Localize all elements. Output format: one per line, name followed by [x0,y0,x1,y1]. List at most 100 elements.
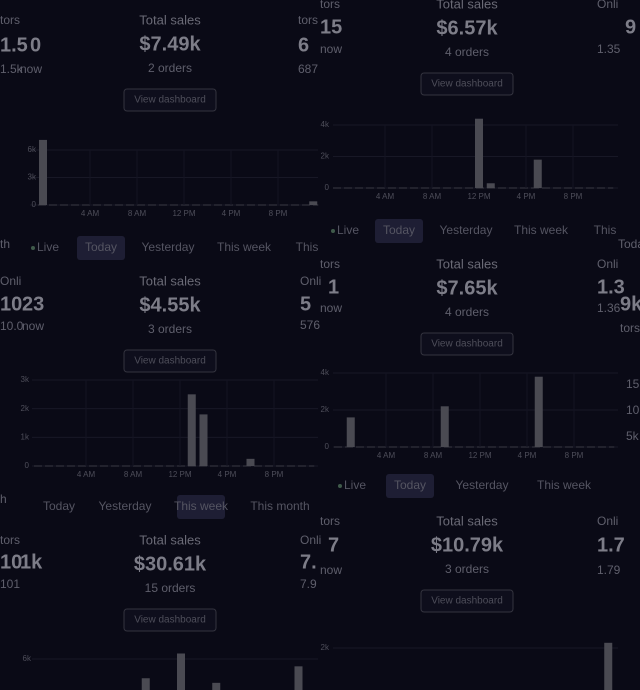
x-tick-label: 4 AM [81,209,100,218]
dashboard-button-label[interactable]: View dashboard [431,339,503,350]
tab[interactable]: Live [344,478,366,492]
side-fragment: 1.36 [597,301,621,315]
y-tick-label: 2k [321,643,330,652]
panel-title: Total sales [436,513,498,528]
side-fragment: 10 [0,551,22,573]
x-tick-label: 8 AM [128,209,147,218]
bar [534,376,543,447]
y-tick-label: 1k [21,432,30,441]
active-tab[interactable] [177,495,225,519]
x-tick-label: 8 PM [564,192,583,201]
side-fragment: tors [0,533,20,547]
y-tick-label: 2k [321,152,330,161]
tab[interactable]: This week [537,478,592,492]
x-tick-label: 8 PM [565,451,584,460]
side-fragment: 1 [328,276,339,298]
tab[interactable]: Yesterday [99,499,152,513]
tab[interactable]: This week [514,223,569,237]
dashboard-button[interactable] [420,72,514,96]
side-fragment: Onli [597,0,618,11]
side-fragment: 1.35 [597,42,621,56]
tab[interactable]: Yesterday [142,240,195,254]
tab[interactable]: Live [37,240,59,254]
sales-value: $7.49k [139,33,201,55]
orders-count: 3 orders [445,562,489,576]
tab[interactable]: Live [337,223,359,237]
x-tick-label: 12 PM [172,209,195,218]
active-tab[interactable] [386,474,434,498]
bar [39,139,47,205]
side-fragment: h [0,492,7,506]
x-tick-label: 8 AM [124,470,143,479]
sales-value: $10.79k [431,534,504,556]
tab[interactable]: Today [394,478,426,492]
orders-count: 15 orders [145,581,196,595]
side-fragment: th [0,237,10,251]
dashboard-button[interactable] [123,88,217,112]
tab[interactable]: This week [174,499,229,513]
tab[interactable]: This [296,240,319,254]
side-fragment: 6 [298,34,309,56]
tab[interactable]: Yesterday [440,223,493,237]
y-tick-label: 6k [28,145,37,154]
tab[interactable]: This week [217,240,272,254]
bar [309,201,318,205]
tab[interactable]: Today [383,223,415,237]
active-tab[interactable] [77,236,125,260]
y-tick-label: 4k [321,120,330,129]
y-tick-label: 0 [325,183,330,192]
y-tick-label: 0 [32,200,37,209]
x-tick-label: 4 PM [218,470,237,479]
side-fragment: tors [620,321,640,335]
tab[interactable]: Yesterday [456,478,509,492]
side-fragment: now [320,301,342,315]
dashboard-button-label[interactable]: View dashboard [431,79,503,90]
side-fragment: 10.0 [0,319,24,333]
bar [533,159,542,188]
side-fragment: 1k [20,551,43,573]
dashboard-button[interactable] [123,608,217,632]
side-fragment: now [320,563,342,577]
bar [177,653,185,690]
live-dot [31,246,35,250]
side-fragment: 7. [300,551,317,573]
tab[interactable]: This [594,223,617,237]
tab[interactable]: This month [250,499,309,513]
dashboard-button-label[interactable]: View dashboard [134,95,206,106]
dashboard-button[interactable] [123,349,217,373]
active-tab[interactable] [375,219,423,243]
side-fragment: tors [0,13,20,27]
dashboard-button-label[interactable]: View dashboard [134,356,206,367]
side-fragment: Onli [597,257,618,271]
x-tick-label: 8 AM [423,192,442,201]
bar [440,406,449,447]
side-fragment: tors [320,0,340,11]
side-fragment: now [320,42,342,56]
y-tick-label: 6k [23,654,32,663]
tab[interactable]: Today [85,240,117,254]
y-tick-label: 2k [21,404,30,413]
x-tick-label: 4 PM [222,209,241,218]
side-fragment: now [20,62,42,76]
bar [199,414,208,466]
side-fragment: 5 [300,293,311,315]
dashboard-button-label[interactable]: View dashboard [431,596,503,607]
side-fragment: Toda [618,237,640,251]
side-fragment: 10 [0,293,22,315]
side-fragment: now [22,319,44,333]
tab[interactable]: Today [43,499,75,513]
side-fragment: tors [298,13,318,27]
sales-value: $4.55k [139,294,201,316]
dashboard-button[interactable] [420,332,514,356]
x-tick-label: 12 PM [467,192,490,201]
y-tick-label: 4k [321,368,330,377]
dashboard-button-label[interactable]: View dashboard [134,615,206,626]
x-tick-label: 4 AM [376,192,395,201]
bar [604,642,613,690]
y-tick-label: 3k [21,375,30,384]
y-tick-label: 2k [321,405,330,414]
dashboard-button[interactable] [420,589,514,613]
sales-value: $7.65k [436,277,498,299]
x-tick-label: 4 AM [77,470,96,479]
